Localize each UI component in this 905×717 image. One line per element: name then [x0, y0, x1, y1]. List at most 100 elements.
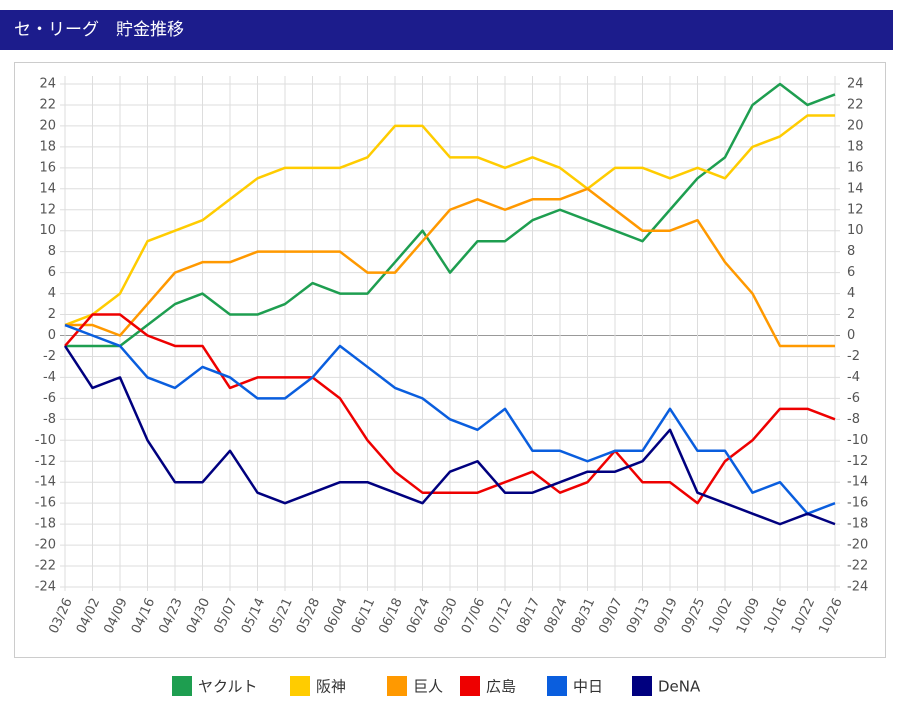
y2-tick-label: -16 — [847, 496, 868, 511]
y2-tick-label: 18 — [847, 139, 864, 154]
y-tick-label: -20 — [35, 538, 56, 553]
x-tick-label: 10/09 — [734, 596, 763, 636]
x-tick-label: 04/23 — [156, 596, 185, 636]
x-tick-label: 04/09 — [101, 596, 130, 636]
legend-label: ヤクルト — [198, 678, 258, 696]
x-tick-label: 05/28 — [294, 596, 323, 636]
y-tick-label: -18 — [35, 517, 56, 532]
y-tick-label: -6 — [43, 391, 56, 406]
y2-tick-label: -22 — [847, 559, 868, 574]
y2-tick-label: 22 — [847, 97, 864, 112]
y2-tick-label: -14 — [847, 475, 868, 490]
y-tick-label: 20 — [39, 118, 56, 133]
legend-swatch — [290, 676, 310, 696]
x-tick-label: 04/16 — [129, 596, 158, 636]
y-tick-label: 14 — [39, 181, 56, 196]
x-tick-label: 03/26 — [46, 596, 75, 636]
y2-tick-label: 2 — [847, 307, 855, 322]
legend-swatch — [547, 676, 567, 696]
y-tick-label: 4 — [48, 286, 56, 301]
y-tick-label: -16 — [35, 496, 56, 511]
y-tick-label: 18 — [39, 139, 56, 154]
x-tick-label: 09/13 — [624, 596, 653, 636]
x-tick-label: 09/25 — [679, 596, 708, 636]
y2-tick-label: -4 — [847, 370, 860, 385]
x-tick-label: 10/16 — [761, 596, 790, 636]
y-tick-label: -4 — [43, 370, 56, 385]
legend-label: DeNA — [658, 678, 701, 696]
x-tick-label: 06/18 — [376, 596, 405, 636]
y-tick-label: -2 — [43, 349, 56, 364]
legend-label: 巨人 — [413, 678, 443, 696]
y-tick-label: 12 — [39, 202, 56, 217]
y-tick-label: -12 — [35, 454, 56, 469]
y-tick-label: -22 — [35, 559, 56, 574]
legend-label: 広島 — [486, 678, 516, 696]
x-tick-label: 10/02 — [706, 596, 735, 636]
x-tick-label: 09/19 — [651, 596, 680, 636]
x-tick-label: 05/14 — [239, 596, 268, 636]
x-tick-label: 07/12 — [486, 596, 515, 636]
y2-tick-label: -10 — [847, 433, 868, 448]
x-tick-label: 06/04 — [321, 596, 350, 636]
y-tick-label: -14 — [35, 475, 56, 490]
y2-tick-label: -18 — [847, 517, 868, 532]
x-tick-label: 04/30 — [184, 596, 213, 636]
x-tick-label: 08/17 — [514, 596, 543, 636]
x-tick-label: 08/24 — [541, 596, 570, 636]
x-tick-label: 05/07 — [211, 596, 240, 636]
legend-swatch — [632, 676, 652, 696]
y-tick-label: 22 — [39, 97, 56, 112]
x-tick-label: 06/24 — [404, 596, 433, 636]
y2-tick-label: 8 — [847, 244, 855, 259]
x-tick-label: 07/06 — [459, 596, 488, 636]
y2-tick-label: 4 — [847, 286, 855, 301]
chart-frame — [14, 62, 886, 658]
x-tick-label: 06/11 — [349, 596, 378, 636]
y2-tick-label: 14 — [847, 181, 864, 196]
legend-label: 中日 — [573, 678, 603, 696]
y-tick-label: 24 — [39, 77, 56, 92]
y-tick-label: -24 — [35, 580, 56, 595]
x-tick-label: 06/30 — [431, 596, 460, 636]
y-tick-label: 6 — [48, 265, 56, 280]
y2-tick-label: 12 — [847, 202, 864, 217]
series-line — [64, 114, 835, 327]
y2-tick-label: -20 — [847, 538, 868, 553]
y2-tick-label: -6 — [847, 391, 860, 406]
y2-tick-label: 20 — [847, 118, 864, 133]
y-tick-label: 8 — [48, 244, 56, 259]
series-line — [64, 313, 836, 505]
series-line — [65, 187, 835, 348]
series-line — [63, 345, 836, 526]
y2-tick-label: 10 — [847, 223, 864, 238]
y-tick-label: 0 — [48, 328, 56, 343]
y2-tick-label: -2 — [847, 349, 860, 364]
x-tick-label: 08/31 — [569, 596, 598, 636]
y-tick-label: 2 — [48, 307, 56, 322]
y-tick-label: -8 — [43, 412, 56, 427]
legend-swatch — [387, 676, 407, 696]
header-title: セ・リーグ 貯金推移 — [0, 10, 893, 50]
legend-label: 阪神 — [316, 678, 346, 696]
x-tick-label: 09/07 — [596, 596, 625, 636]
x-tick-label: 10/22 — [789, 596, 818, 636]
y2-tick-label: -24 — [847, 580, 868, 595]
x-tick-label: 05/21 — [266, 596, 295, 636]
legend-swatch — [172, 676, 192, 696]
y2-tick-label: 24 — [847, 77, 864, 92]
legend-swatch — [460, 676, 480, 696]
x-tick-label: 04/02 — [74, 596, 103, 636]
series-line — [64, 323, 836, 515]
y2-tick-label: -8 — [847, 412, 860, 427]
y-tick-label: -10 — [35, 433, 56, 448]
y-tick-label: 10 — [39, 223, 56, 238]
y2-tick-label: 16 — [847, 160, 864, 175]
y2-tick-label: -12 — [847, 454, 868, 469]
x-tick-label: 10/26 — [816, 596, 845, 636]
y2-tick-label: 6 — [847, 265, 855, 280]
y-tick-label: 16 — [39, 160, 56, 175]
y2-tick-label: 0 — [847, 328, 855, 343]
